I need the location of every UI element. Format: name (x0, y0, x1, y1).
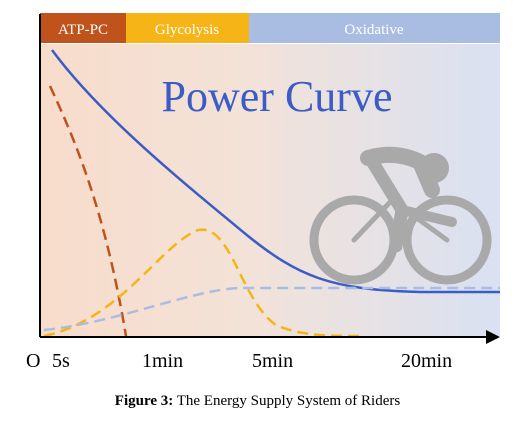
glycolysis-curve (43, 228, 361, 338)
tick-label-1min: 1min (142, 350, 183, 372)
oxidative-curve (43, 286, 500, 332)
x-axis-arrow (486, 330, 500, 344)
energy-diagram: ATP-PC Glycolysis Oxidative Power Curve (26, 13, 500, 372)
tick-label-5min: 5min (252, 350, 293, 372)
tick-label-5s: 5s (52, 350, 70, 372)
caption-text: The Energy Supply System of Riders (176, 393, 401, 409)
figure-caption: Figure 3: The Energy Supply System of Ri… (0, 393, 515, 410)
phase-bar-oxidative (249, 13, 500, 43)
phase-header: ATP-PC Glycolysis Oxidative (40, 13, 500, 43)
phase-label-oxidative: Oxidative (344, 22, 403, 38)
phase-label-atp-pc: ATP-PC (58, 22, 108, 38)
origin-label: O (26, 350, 40, 372)
phase-bar-glycolysis (126, 13, 249, 43)
atp-pc-curve (48, 85, 128, 337)
caption-label: Figure 3: (114, 393, 174, 409)
cyclist-icon (309, 146, 492, 285)
phase-bar-atp-pc (40, 13, 126, 43)
diagram-title: Power Curve (162, 72, 393, 121)
tick-label-20min: 20min (401, 350, 452, 372)
phase-label-glycolysis: Glycolysis (155, 22, 219, 38)
